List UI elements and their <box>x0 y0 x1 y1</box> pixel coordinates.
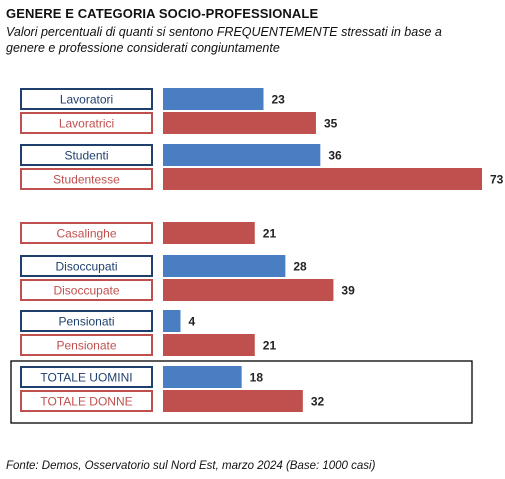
bar-male <box>163 255 286 277</box>
category-label: TOTALE UOMINI <box>40 371 132 385</box>
category-label: Disoccupate <box>53 284 119 298</box>
category-label-box <box>20 222 153 244</box>
category-label: Lavoratori <box>60 93 113 107</box>
category-label-box <box>20 168 153 190</box>
data-label: 18 <box>250 371 264 385</box>
category-label-box <box>20 310 153 332</box>
category-label-box <box>20 279 153 301</box>
category-label-box <box>20 144 153 166</box>
category-label: Lavoratrici <box>59 117 114 131</box>
category-label: Pensionati <box>58 315 114 329</box>
bar-male <box>163 366 242 388</box>
chart-subtitle: Valori percentuali di quanti si sentono … <box>6 25 442 55</box>
bar-male <box>163 144 321 166</box>
category-label: Disoccupati <box>55 260 117 274</box>
bar-female <box>163 390 303 412</box>
category-label-box <box>20 255 153 277</box>
data-label: 35 <box>324 117 338 131</box>
category-label-box <box>20 334 153 356</box>
bar-female <box>163 168 483 190</box>
data-label: 32 <box>311 395 325 409</box>
category-label-box <box>20 366 153 388</box>
category-label: TOTALE DONNE <box>40 395 132 409</box>
category-label-box <box>20 112 153 134</box>
data-label: 36 <box>328 149 342 163</box>
category-label: Casalinghe <box>56 227 116 241</box>
bar-female <box>163 334 255 356</box>
data-label: 73 <box>490 173 504 187</box>
category-label: Studenti <box>64 149 108 163</box>
chart-source: Fonte: Demos, Osservatorio sul Nord Est,… <box>6 460 376 472</box>
data-label: 4 <box>188 315 195 329</box>
data-label: 21 <box>263 227 277 241</box>
category-label-box <box>20 88 153 110</box>
data-label: 21 <box>263 339 277 353</box>
bar-male <box>163 88 264 110</box>
category-label: Pensionate <box>56 339 116 353</box>
bar-female <box>163 222 255 244</box>
category-label: Studentesse <box>53 173 120 187</box>
data-label: 23 <box>272 93 286 107</box>
category-label-box <box>20 390 153 412</box>
totals-frame <box>10 360 473 424</box>
data-label: 39 <box>341 284 355 298</box>
bar-female <box>163 279 334 301</box>
bar-female <box>163 112 316 134</box>
chart-title: GENERE E CATEGORIA SOCIO-PROFESSIONALE <box>6 6 319 21</box>
bar-male <box>163 310 181 332</box>
data-label: 28 <box>293 260 307 274</box>
